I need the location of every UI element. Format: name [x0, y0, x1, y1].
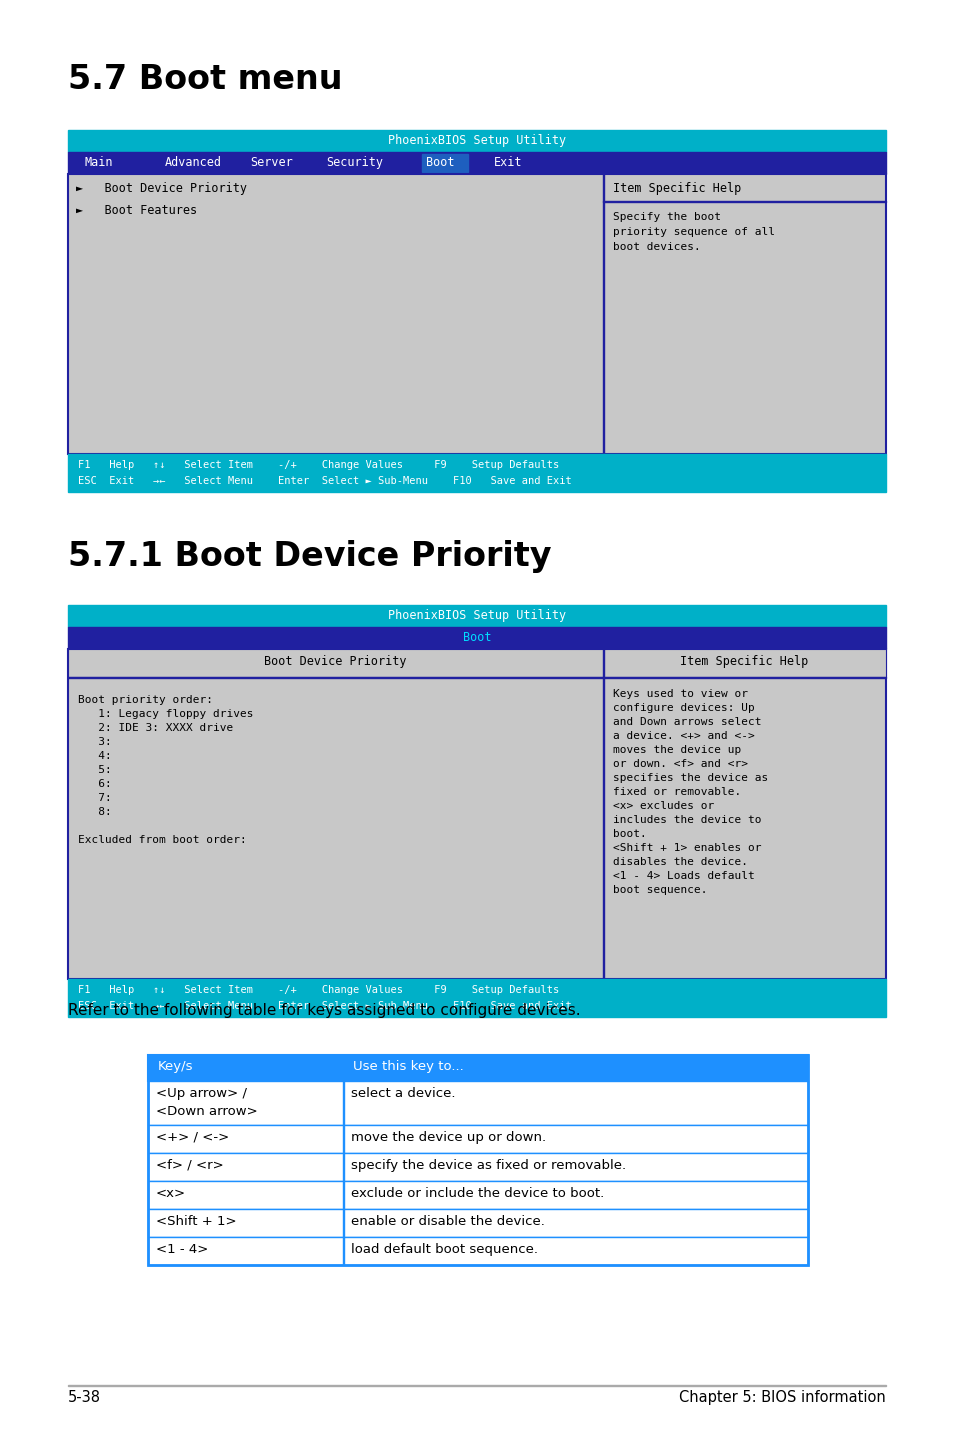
- Text: ►   Boot Device Priority: ► Boot Device Priority: [76, 183, 247, 196]
- Bar: [148, 1153, 807, 1181]
- Bar: [148, 1125, 807, 1153]
- Text: Refer to the following table for keys assigned to configure devices.: Refer to the following table for keys as…: [68, 1002, 580, 1018]
- Text: ESC  Exit   →←   Select Menu    Enter  Select ► Sub-Menu    F10   Save and Exit: ESC Exit →← Select Menu Enter Select ► S…: [78, 476, 571, 486]
- Text: PhoenixBIOS Setup Utility: PhoenixBIOS Setup Utility: [388, 610, 565, 623]
- Text: Security: Security: [326, 155, 382, 170]
- Text: Boot priority order:
   1: Legacy floppy drives
   2: IDE 3: XXXX drive
   3:
  : Boot priority order: 1: Legacy floppy dr…: [78, 695, 253, 846]
- Bar: [148, 1237, 807, 1265]
- Bar: [343, 1237, 344, 1265]
- Text: ►   Boot Features: ► Boot Features: [76, 204, 197, 217]
- Text: select a device.: select a device.: [351, 1087, 455, 1100]
- Bar: [602, 649, 604, 979]
- Text: F1   Help   ↑↓   Select Item    -/+    Change Values     F9    Setup Defaults: F1 Help ↑↓ Select Item -/+ Change Values…: [78, 985, 558, 995]
- Bar: [68, 454, 885, 492]
- Bar: [343, 1181, 344, 1209]
- Text: Chapter 5: BIOS information: Chapter 5: BIOS information: [679, 1391, 885, 1405]
- Text: F1   Help   ↑↓   Select Item    -/+    Change Values     F9    Setup Defaults: F1 Help ↑↓ Select Item -/+ Change Values…: [78, 460, 558, 470]
- Bar: [68, 152, 885, 174]
- Bar: [68, 129, 885, 152]
- Text: Item Specific Help: Item Specific Help: [679, 654, 808, 669]
- Text: 5.7.1 Boot Device Priority: 5.7.1 Boot Device Priority: [68, 541, 551, 572]
- Text: <f> / <r>: <f> / <r>: [156, 1159, 224, 1172]
- Text: Main: Main: [85, 155, 113, 170]
- Bar: [148, 1209, 807, 1237]
- Text: Server: Server: [250, 155, 293, 170]
- Bar: [148, 1181, 807, 1209]
- Text: <+> / <->: <+> / <->: [156, 1132, 229, 1145]
- Text: <Up arrow> /
<Down arrow>: <Up arrow> / <Down arrow>: [156, 1087, 257, 1117]
- Bar: [602, 174, 604, 454]
- Bar: [68, 979, 885, 1017]
- Bar: [148, 1081, 807, 1125]
- Text: enable or disable the device.: enable or disable the device.: [351, 1215, 544, 1228]
- Bar: [343, 1153, 344, 1181]
- Bar: [68, 605, 885, 627]
- Bar: [68, 676, 885, 677]
- Bar: [68, 174, 885, 454]
- Text: <x>: <x>: [156, 1186, 186, 1199]
- Text: Boot Device Priority: Boot Device Priority: [264, 654, 406, 669]
- Text: Keys used to view or
configure devices: Up
and Down arrows select
a device. <+> : Keys used to view or configure devices: …: [613, 689, 767, 894]
- Text: Advanced: Advanced: [165, 155, 222, 170]
- Text: 5-38: 5-38: [68, 1391, 101, 1405]
- Text: Item Specific Help: Item Specific Help: [613, 183, 740, 196]
- Bar: [148, 1055, 807, 1265]
- Text: exclude or include the device to boot.: exclude or include the device to boot.: [351, 1186, 603, 1199]
- Text: move the device up or down.: move the device up or down.: [351, 1132, 545, 1145]
- Text: Exit: Exit: [494, 155, 522, 170]
- Text: specify the device as fixed or removable.: specify the device as fixed or removable…: [351, 1159, 625, 1172]
- Text: 5.7 Boot menu: 5.7 Boot menu: [68, 63, 342, 96]
- Bar: [343, 1081, 344, 1125]
- Text: <1 - 4>: <1 - 4>: [156, 1242, 208, 1255]
- Bar: [68, 627, 885, 649]
- Text: Key/s: Key/s: [158, 1060, 193, 1073]
- Bar: [602, 200, 885, 201]
- Bar: [148, 1055, 807, 1081]
- Bar: [343, 1209, 344, 1237]
- Text: Boot: Boot: [462, 631, 491, 644]
- Text: load default boot sequence.: load default boot sequence.: [351, 1242, 537, 1255]
- Bar: [68, 649, 885, 979]
- Text: PhoenixBIOS Setup Utility: PhoenixBIOS Setup Utility: [388, 134, 565, 147]
- Text: Use this key to...: Use this key to...: [353, 1060, 463, 1073]
- Text: Specify the boot
priority sequence of all
boot devices.: Specify the boot priority sequence of al…: [613, 211, 774, 252]
- Bar: [343, 1125, 344, 1153]
- Text: <Shift + 1>: <Shift + 1>: [156, 1215, 236, 1228]
- Bar: [421, 154, 468, 173]
- Text: ESC  Exit   →←   Select Menu    Enter  Select ► Sub-Menu    F10   Save and Exit: ESC Exit →← Select Menu Enter Select ► S…: [78, 1001, 571, 1011]
- Text: Boot: Boot: [426, 155, 454, 170]
- Bar: [68, 649, 885, 677]
